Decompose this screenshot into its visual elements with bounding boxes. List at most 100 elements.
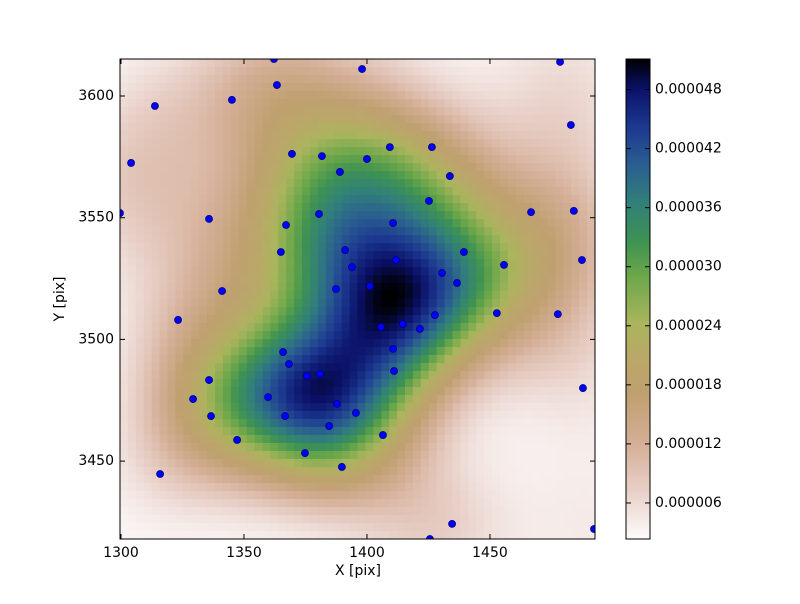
heatmap-cell: [333, 387, 343, 396]
heatmap-cell: [175, 251, 184, 260]
heatmap-cell: [460, 459, 469, 468]
heatmap-cell: [468, 283, 477, 292]
heatmap-cell: [270, 427, 279, 436]
heatmap-cell: [215, 499, 224, 508]
heatmap-cell: [175, 435, 184, 444]
heatmap-cell: [571, 387, 580, 396]
data-point: [398, 320, 407, 328]
heatmap-cell: [420, 475, 430, 484]
heatmap-cell: [428, 291, 438, 300]
heatmap-cell: [159, 379, 169, 388]
heatmap-cell: [120, 195, 129, 204]
heatmap-cell: [389, 211, 398, 220]
heatmap-cell: [492, 387, 501, 396]
heatmap-cell: [531, 475, 541, 484]
heatmap-cell: [175, 179, 184, 188]
heatmap-cell: [373, 171, 382, 180]
heatmap-cell: [310, 363, 319, 372]
heatmap-cell: [215, 91, 224, 100]
heatmap-cell: [468, 171, 477, 180]
heatmap-cell: [310, 323, 319, 332]
heatmap-cell: [373, 155, 382, 164]
heatmap-cell: [254, 419, 264, 428]
heatmap-cell: [579, 243, 588, 252]
heatmap-cell: [484, 155, 493, 164]
heatmap-cell: [333, 203, 343, 212]
heatmap-cell: [452, 291, 462, 300]
heatmap-cell: [120, 187, 129, 196]
heatmap-cell: [238, 435, 248, 444]
heatmap-cell: [270, 363, 279, 372]
heatmap-cell: [286, 83, 295, 92]
heatmap-cell: [500, 291, 509, 300]
heatmap-cell: [412, 187, 422, 196]
heatmap-cell: [215, 155, 224, 164]
heatmap-cell: [191, 339, 200, 348]
heatmap-cell: [238, 499, 248, 508]
heatmap-cell: [563, 323, 572, 332]
heatmap-cell: [120, 131, 129, 140]
heatmap-cell: [381, 531, 390, 539]
heatmap-cell: [151, 211, 161, 220]
heatmap-cell: [317, 315, 327, 324]
heatmap-cell: [428, 163, 438, 172]
data-point: [438, 269, 446, 277]
heatmap-cell: [405, 243, 414, 252]
heatmap-cell: [420, 427, 430, 436]
heatmap-cell: [238, 155, 248, 164]
heatmap-cell: [397, 467, 406, 476]
heatmap-cell: [587, 499, 595, 508]
heatmap-cell: [373, 187, 382, 196]
heatmap-cell: [215, 211, 224, 220]
heatmap-cell: [531, 363, 541, 372]
heatmap-cell: [547, 155, 557, 164]
heatmap-cell: [484, 339, 493, 348]
heatmap-cell: [325, 403, 335, 412]
heatmap-cell: [143, 443, 153, 452]
heatmap-cell: [389, 115, 398, 124]
heatmap-cell: [175, 91, 184, 100]
heatmap-cell: [357, 123, 367, 132]
heatmap-cell: [579, 459, 588, 468]
heatmap-cell: [381, 491, 390, 500]
heatmap-cell: [523, 115, 533, 124]
heatmap-cell: [484, 307, 493, 316]
heatmap-cell: [420, 131, 430, 140]
heatmap-cell: [262, 459, 272, 468]
heatmap-cell: [531, 307, 541, 316]
heatmap-cell: [365, 67, 374, 76]
heatmap-cell: [120, 395, 129, 404]
heatmap-cell: [373, 163, 382, 172]
heatmap-cell: [476, 299, 485, 308]
heatmap-cell: [405, 123, 414, 132]
heatmap-cell: [428, 115, 438, 124]
heatmap-cell: [302, 195, 311, 204]
heatmap-cell: [444, 347, 454, 356]
heatmap-cell: [389, 299, 398, 308]
heatmap-cell: [254, 347, 264, 356]
heatmap-cell: [587, 443, 595, 452]
heatmap-cell: [523, 339, 533, 348]
heatmap-cell: [135, 403, 145, 412]
heatmap-cell: [507, 67, 517, 76]
heatmap-cell: [547, 179, 557, 188]
heatmap-cell: [579, 435, 588, 444]
heatmap-cell: [539, 531, 549, 539]
heatmap-cell: [262, 339, 272, 348]
heatmap-cell: [143, 499, 153, 508]
heatmap-cell: [333, 227, 343, 236]
heatmap-cell: [127, 291, 137, 300]
heatmap-cell: [547, 531, 557, 539]
data-point: [445, 172, 454, 180]
heatmap-cell: [183, 435, 192, 444]
heatmap-cell: [207, 83, 216, 92]
heatmap-cell: [476, 363, 485, 372]
heatmap-cell: [159, 99, 169, 108]
heatmap-cell: [270, 451, 279, 460]
heatmap-cell: [135, 419, 145, 428]
heatmap-cell: [278, 163, 287, 172]
heatmap-cell: [420, 491, 430, 500]
heatmap-cell: [175, 99, 184, 108]
heatmap-cell: [254, 179, 264, 188]
heatmap-cell: [317, 459, 327, 468]
